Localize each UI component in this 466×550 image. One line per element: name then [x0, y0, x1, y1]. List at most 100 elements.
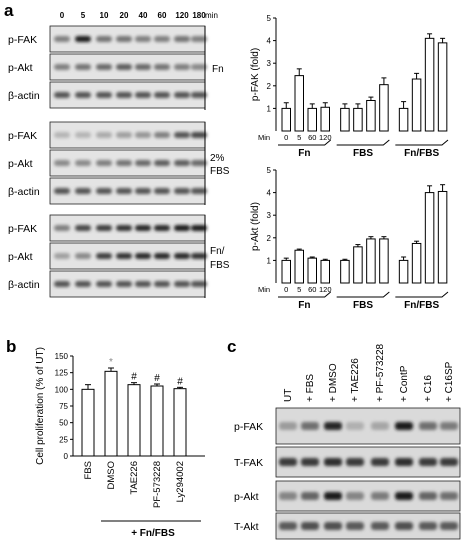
- blot-band: [135, 92, 151, 98]
- bar: [340, 107, 350, 132]
- blot-band: [174, 225, 190, 231]
- blot-band: [116, 132, 132, 138]
- lane-label: + C16: [423, 375, 434, 402]
- blot-band: [301, 422, 319, 430]
- blot-band: [135, 64, 151, 70]
- blot-band: [116, 36, 132, 42]
- blot-band: [371, 492, 389, 500]
- group-label: Fn: [298, 300, 310, 311]
- blot-band: [191, 253, 207, 259]
- blot-band: [154, 253, 170, 259]
- blot-band: [54, 64, 70, 70]
- blot-row-label: p-Akt: [234, 491, 259, 503]
- blot-band: [371, 458, 389, 466]
- blot-band: [116, 188, 132, 194]
- y-tick-label: 150: [55, 352, 69, 361]
- blot-band: [440, 492, 458, 500]
- blot-band: [54, 36, 70, 42]
- blot-band: [154, 281, 170, 287]
- blot-band: [174, 188, 190, 194]
- blot-band: [116, 92, 132, 98]
- y-tick-label: 5: [267, 166, 272, 175]
- blot-band: [135, 281, 151, 287]
- blot-band: [154, 36, 170, 42]
- blot-band: [395, 458, 413, 466]
- blot-band: [395, 492, 413, 500]
- x-tick-label: Ly294002: [175, 461, 186, 502]
- blot-band: [75, 160, 91, 166]
- blot-band: [279, 522, 297, 530]
- x-tick-label: 60: [308, 285, 316, 294]
- group-label: + Fn/FBS: [131, 528, 175, 539]
- blot-band: [116, 160, 132, 166]
- blot-band: [96, 64, 112, 70]
- blot-row-label: β-actin: [8, 186, 40, 198]
- blot-band: [440, 522, 458, 530]
- blot-band: [174, 132, 190, 138]
- blot-band: [154, 188, 170, 194]
- blot-band: [96, 160, 112, 166]
- blot-band: [440, 458, 458, 466]
- time-point-label: 10: [100, 11, 109, 20]
- blot-band: [174, 64, 190, 70]
- blot-band: [54, 188, 70, 194]
- blot-band: [75, 132, 91, 138]
- blot-band: [419, 522, 437, 530]
- bar: [104, 370, 118, 457]
- blot-band: [154, 64, 170, 70]
- blot-band: [174, 92, 190, 98]
- condition-label-fnfbs-line2: FBS: [210, 260, 230, 271]
- x-tick-label: 0: [284, 285, 288, 294]
- lane-label: + ContP: [399, 365, 410, 402]
- time-header: min 0 5 10 20 40 60 120 180: [60, 11, 218, 20]
- blot-band: [154, 132, 170, 138]
- blot-band: [419, 492, 437, 500]
- y-tick-label: 75: [59, 402, 68, 411]
- y-tick-label: 125: [55, 369, 69, 378]
- lane-label: + FBS: [305, 374, 316, 402]
- blot-band: [75, 281, 91, 287]
- group-bracket: [278, 291, 331, 298]
- blot-band: [371, 422, 389, 430]
- blot-band: [75, 92, 91, 98]
- blot-row-label: T-Akt: [234, 521, 259, 533]
- blot-band: [395, 522, 413, 530]
- time-unit: min: [205, 11, 218, 20]
- blot-panel-c: UT + FBS + DMSO + TAE226 + PF-573228 + ContP +…: [234, 343, 461, 540]
- bar: [437, 190, 448, 284]
- blot-band: [116, 281, 132, 287]
- bar: [353, 246, 363, 284]
- blot-band: [440, 422, 458, 430]
- time-point-label: 60: [158, 11, 167, 20]
- bar: [437, 42, 448, 132]
- blot-row-label: p-FAK: [8, 130, 37, 142]
- bar: [294, 249, 304, 284]
- blot-band: [135, 253, 151, 259]
- y-tick-label: 100: [55, 385, 69, 394]
- group-bracket: [336, 291, 390, 298]
- bar: [127, 384, 141, 457]
- chart-cell-proliferation: 0 25 50 75 100 125 150 Cell proliferation (% of…: [35, 347, 205, 539]
- blot-row-label: β-actin: [8, 90, 40, 102]
- bar: [398, 259, 409, 284]
- lane-label: + C16SP: [444, 361, 455, 402]
- x-tick-label: 60: [308, 133, 316, 142]
- time-point-label: 180: [192, 11, 206, 20]
- blot-band: [75, 64, 91, 70]
- blot-band: [96, 132, 112, 138]
- bar: [320, 259, 330, 284]
- bar: [81, 388, 95, 457]
- y-tick-label: 50: [59, 419, 68, 428]
- condition-label-fbs-line1: 2%: [210, 153, 225, 164]
- blot-band: [174, 281, 190, 287]
- y-tick-label: 1: [267, 256, 272, 265]
- time-point-label: 5: [81, 11, 86, 20]
- bar: [411, 242, 422, 284]
- blot-band: [135, 132, 151, 138]
- group-bracket: [395, 291, 449, 298]
- blot-band: [191, 132, 207, 138]
- bar: [366, 238, 376, 284]
- blot-band: [154, 160, 170, 166]
